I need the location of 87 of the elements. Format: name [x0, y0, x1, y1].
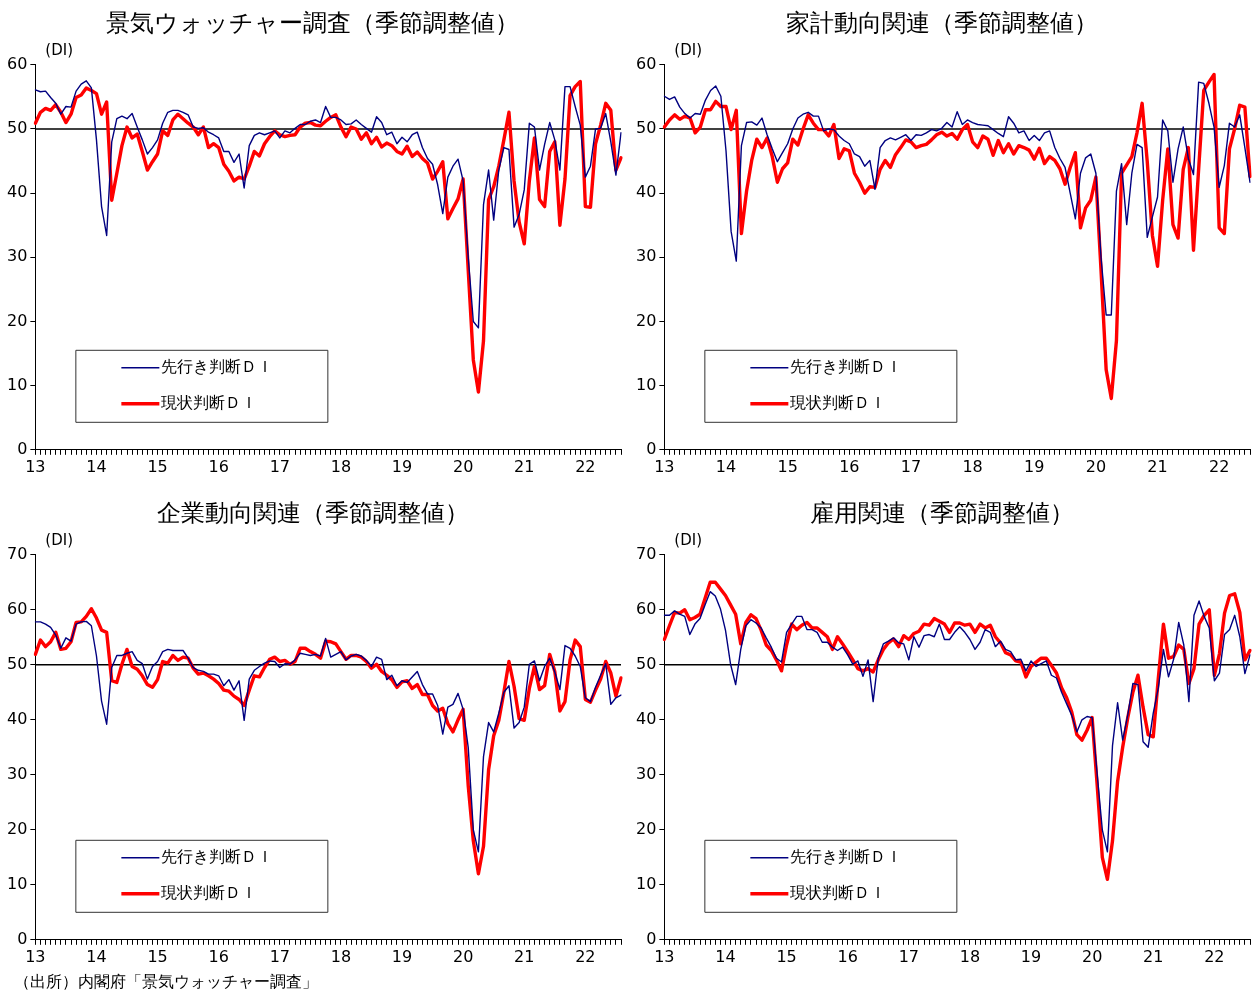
x-tick-label: 15: [777, 456, 798, 476]
legend-label: 先行き判断ＤＩ: [161, 356, 274, 376]
y-tick-label: 10: [7, 873, 28, 893]
x-tick-label: 16: [208, 456, 229, 476]
x-tick-label: 18: [959, 946, 981, 966]
legend-label: 現状判断ＤＩ: [161, 392, 258, 412]
x-tick-label: 19: [1024, 456, 1045, 476]
x-tick-label: 22: [1204, 946, 1225, 966]
x-tick-label: 21: [514, 456, 535, 476]
y-tick-label: 50: [7, 118, 28, 138]
y-tick-label: 30: [636, 246, 657, 266]
x-tick-label: 21: [1147, 456, 1168, 476]
y-tick-label: 0: [17, 438, 28, 458]
x-tick-label: 16: [208, 946, 229, 966]
y-tick-label: 60: [7, 598, 28, 618]
chart-title: 企業動向関連（季節調整値）: [156, 498, 469, 527]
text: （出所）内閣府「景気ウォッチャー調査」: [14, 972, 318, 993]
x-tick-label: 22: [1209, 456, 1230, 476]
y-tick-label: 50: [636, 118, 657, 138]
legend-label: 先行き判断ＤＩ: [161, 846, 274, 866]
y-tick-label: 40: [636, 708, 657, 728]
y-tick-label: 30: [7, 246, 28, 266]
y-tick-label: 50: [636, 653, 657, 673]
x-tick-label: 19: [1020, 946, 1042, 966]
x-tick-label: 16: [837, 946, 858, 966]
x-tick-label: 22: [575, 946, 596, 966]
y-tick-label: 60: [636, 598, 657, 618]
y-tick-label: 50: [7, 653, 28, 673]
x-tick-label: 19: [391, 456, 413, 476]
x-tick-label: 17: [900, 456, 922, 476]
y-tick-label: 20: [7, 818, 28, 838]
x-tick-label: 16: [839, 456, 860, 476]
legend-label: 先行き判断ＤＩ: [790, 846, 903, 866]
x-tick-label: 15: [147, 456, 168, 476]
x-tick-label: 17: [269, 946, 290, 966]
y-tick-label: 20: [636, 310, 657, 330]
y-tick-label: 0: [17, 928, 28, 948]
legend-label: 現状判断ＤＩ: [161, 882, 258, 902]
y-tick-label: 10: [7, 374, 28, 394]
x-tick-label: 15: [147, 946, 168, 966]
legend-label: 現状判断ＤＩ: [790, 392, 887, 412]
x-tick-label: 13: [654, 946, 675, 966]
chart-title: 家計動向関連（季節調整値）: [785, 8, 1098, 37]
y-tick-label: 30: [636, 763, 657, 783]
x-tick-label: 20: [452, 946, 474, 966]
x-tick-label: 14: [86, 946, 107, 966]
x-tick-label: 22: [575, 456, 596, 476]
x-tick-label: 13: [25, 946, 46, 966]
y-tick-label: 20: [636, 818, 657, 838]
y-axis-title: (DI): [674, 41, 703, 60]
y-tick-label: 60: [7, 53, 28, 73]
x-tick-label: 20: [452, 456, 474, 476]
x-tick-label: 15: [776, 946, 797, 966]
x-tick-label: 13: [25, 456, 46, 476]
y-tick-label: 70: [7, 543, 28, 563]
y-tick-label: 10: [636, 374, 657, 394]
y-tick-label: 40: [7, 182, 28, 202]
chart-title: 雇用関連（季節調整値）: [809, 498, 1074, 527]
y-axis-title: (DI): [45, 41, 74, 60]
x-tick-label: 14: [715, 456, 737, 476]
x-tick-label: 21: [1143, 946, 1164, 966]
y-tick-label: 0: [646, 928, 657, 948]
y-tick-label: 30: [7, 763, 28, 783]
y-tick-label: 10: [636, 873, 657, 893]
x-tick-label: 14: [715, 946, 736, 966]
legend-label: 先行き判断ＤＩ: [790, 356, 903, 376]
y-tick-label: 40: [636, 182, 657, 202]
y-tick-label: 70: [636, 543, 657, 563]
x-tick-label: 17: [898, 946, 919, 966]
x-tick-label: 18: [330, 946, 352, 966]
x-tick-label: 19: [391, 946, 413, 966]
x-tick-label: 13: [654, 456, 675, 476]
y-tick-label: 0: [646, 438, 657, 458]
x-tick-label: 14: [86, 456, 107, 476]
y-axis-title: (DI): [674, 531, 703, 550]
x-tick-label: 20: [1081, 946, 1103, 966]
y-tick-label: 40: [7, 708, 28, 728]
y-tick-label: 60: [636, 53, 657, 73]
y-tick-label: 20: [7, 310, 28, 330]
y-axis-title: (DI): [45, 531, 74, 550]
x-tick-label: 17: [269, 456, 290, 476]
x-tick-label: 18: [330, 456, 352, 476]
x-tick-label: 18: [962, 456, 983, 476]
x-tick-label: 21: [514, 946, 535, 966]
x-tick-label: 20: [1085, 456, 1107, 476]
chart-title: 景気ウォッチャー調査（季節調整値）: [106, 8, 519, 37]
legend-label: 現状判断ＤＩ: [790, 882, 887, 902]
